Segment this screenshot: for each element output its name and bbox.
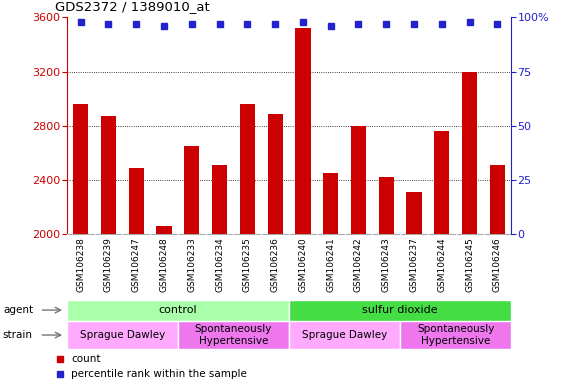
Bar <box>490 165 505 234</box>
Bar <box>212 165 227 234</box>
Text: GSM106234: GSM106234 <box>215 237 224 292</box>
Bar <box>128 168 144 234</box>
Bar <box>407 192 422 234</box>
Text: GSM106241: GSM106241 <box>326 237 335 292</box>
Text: Spontaneously
Hypertensive: Spontaneously Hypertensive <box>417 324 494 346</box>
Bar <box>400 321 511 349</box>
Bar <box>323 173 338 234</box>
Text: GSM106245: GSM106245 <box>465 237 474 292</box>
Text: GSM106239: GSM106239 <box>104 237 113 292</box>
Bar <box>295 28 311 234</box>
Bar <box>184 146 199 234</box>
Text: count: count <box>71 354 101 364</box>
Text: GSM106243: GSM106243 <box>382 237 391 292</box>
Bar <box>101 116 116 234</box>
Text: GSM106238: GSM106238 <box>76 237 85 292</box>
Bar <box>178 321 289 349</box>
Bar <box>379 177 394 234</box>
Bar <box>73 104 88 234</box>
Bar <box>267 114 283 234</box>
Text: GSM106236: GSM106236 <box>271 237 279 292</box>
Bar <box>240 104 255 234</box>
Text: GSM106235: GSM106235 <box>243 237 252 292</box>
Text: strain: strain <box>3 330 33 340</box>
Text: GSM106247: GSM106247 <box>132 237 141 292</box>
Text: GDS2372 / 1389010_at: GDS2372 / 1389010_at <box>55 0 210 13</box>
Text: agent: agent <box>3 305 33 315</box>
Text: GSM106246: GSM106246 <box>493 237 502 292</box>
Bar <box>289 321 400 349</box>
Bar <box>289 300 511 321</box>
Text: control: control <box>159 305 197 315</box>
Bar <box>351 126 366 234</box>
Bar <box>67 321 178 349</box>
Bar <box>67 300 289 321</box>
Text: Spontaneously
Hypertensive: Spontaneously Hypertensive <box>195 324 272 346</box>
Text: GSM106248: GSM106248 <box>160 237 168 292</box>
Text: GSM106233: GSM106233 <box>187 237 196 292</box>
Text: GSM106242: GSM106242 <box>354 237 363 292</box>
Text: percentile rank within the sample: percentile rank within the sample <box>71 369 247 379</box>
Bar <box>434 131 450 234</box>
Bar <box>156 226 171 234</box>
Text: GSM106237: GSM106237 <box>410 237 418 292</box>
Text: sulfur dioxide: sulfur dioxide <box>363 305 438 315</box>
Text: Sprague Dawley: Sprague Dawley <box>80 330 165 340</box>
Bar <box>462 71 477 234</box>
Text: GSM106240: GSM106240 <box>299 237 307 292</box>
Text: Sprague Dawley: Sprague Dawley <box>302 330 387 340</box>
Text: GSM106244: GSM106244 <box>437 237 446 292</box>
